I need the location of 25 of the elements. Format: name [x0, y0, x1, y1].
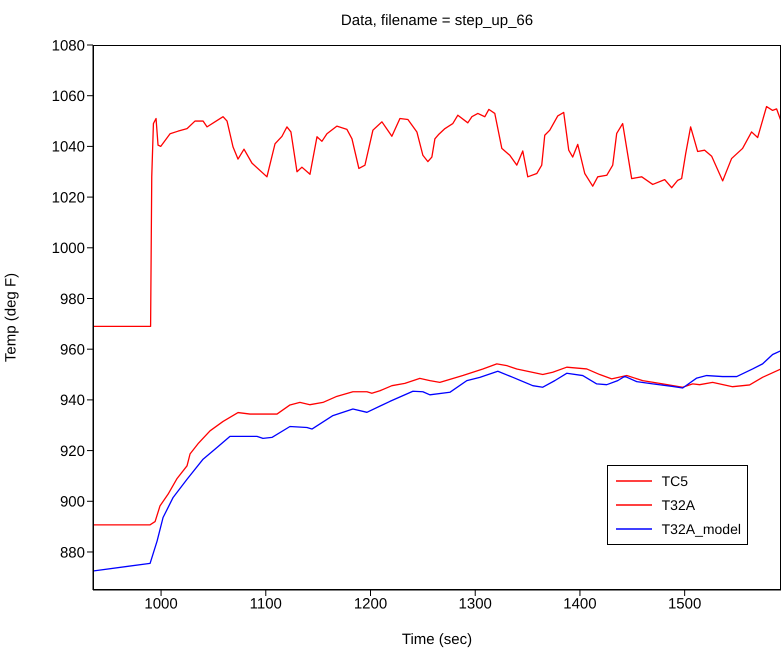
y-tick-label: 900: [60, 494, 85, 511]
x-tick-label: 1100: [250, 596, 282, 613]
y-tick-label: 1040: [52, 138, 85, 156]
y-tick-label: 920: [60, 442, 85, 460]
y-tick-label: 940: [60, 392, 85, 410]
chart-title: Data, filename = step_up_66: [340, 12, 534, 29]
y-tick-label: 980: [60, 290, 85, 308]
y-tick-label: 1080: [52, 37, 85, 54]
y-axis-title: Temp (deg F): [2, 272, 20, 362]
legend-label: T32A_model: [662, 521, 741, 537]
line-series: [93, 106, 781, 328]
y-tick-label: 1060: [52, 88, 85, 106]
y-tick-label: 880: [60, 544, 85, 562]
line-series: [93, 350, 781, 572]
legend-label: TC5: [662, 473, 688, 489]
x-tick-label: 1200: [354, 596, 388, 613]
x-tick-label: 1400: [563, 596, 597, 613]
x-tick-label: 1000: [144, 596, 178, 613]
legend-label: T32A: [662, 497, 696, 513]
y-tick-label: 1000: [52, 240, 85, 258]
y-tick-label: 1020: [52, 189, 85, 206]
x-tick-label: 1500: [668, 596, 702, 613]
y-tick-label: 960: [60, 342, 85, 359]
x-tick-label: 1300: [458, 596, 492, 613]
x-axis-title: Time (sec): [402, 631, 472, 648]
